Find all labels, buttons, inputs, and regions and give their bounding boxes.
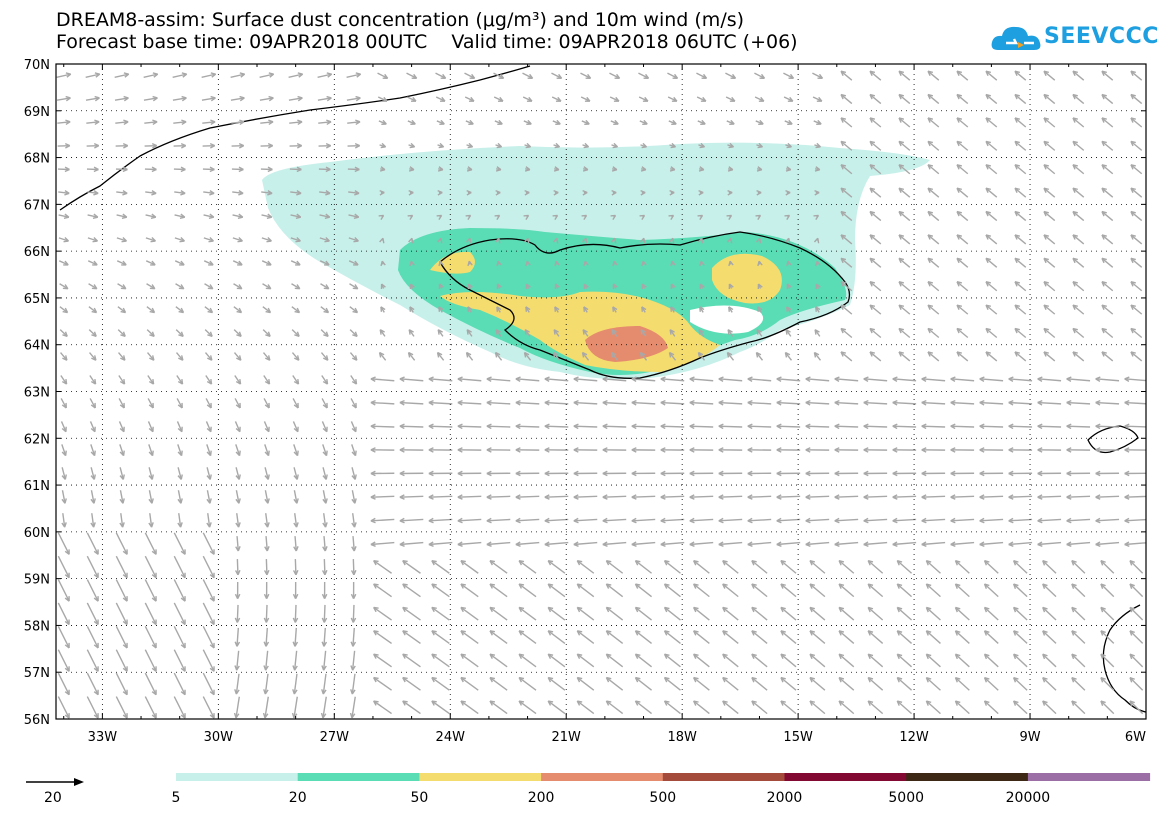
colorbar-label: 2000 [767, 790, 803, 806]
lat-label: 70N [24, 58, 50, 73]
greenland-coastline [59, 65, 531, 211]
colorbar-swatch [784, 773, 907, 781]
colorbar-label: 5 [172, 790, 181, 806]
lat-label: 58N [24, 619, 50, 634]
dust-area-level200 [585, 326, 668, 362]
lat-label: 63N [24, 386, 50, 401]
dust-contour-200 [585, 326, 668, 362]
lat-label: 57N [24, 666, 50, 681]
wind-reference-arrowhead [74, 778, 84, 786]
lon-label: 15W [783, 730, 813, 745]
colorbar-label: 500 [649, 790, 676, 806]
lat-label: 62N [24, 432, 50, 447]
lat-label: 67N [24, 198, 50, 213]
lat-label: 60N [24, 526, 50, 541]
graticule [56, 64, 1146, 719]
iceland-coastline [439, 231, 851, 379]
wind-reference-label: 20 [44, 790, 62, 806]
logo-text: SEEVCCC [1044, 24, 1159, 49]
lon-label: 18W [667, 730, 697, 745]
colorbar-swatch [662, 773, 785, 781]
dust-gap [690, 305, 764, 334]
lat-label: 65N [24, 292, 50, 307]
lat-label: 68N [24, 152, 50, 167]
lon-label: 30W [204, 730, 234, 745]
lon-label: 12W [899, 730, 929, 745]
lat-label: 59N [24, 573, 50, 588]
lon-label: 24W [436, 730, 466, 745]
map-subtitle: Forecast base time: 09APR2018 00UTC Vali… [56, 31, 798, 53]
lat-label: 61N [24, 479, 50, 494]
longitude-labels: 33W 30W 27W 24W 21W 18W 15W 12W 9W 6W [88, 730, 1146, 745]
latitude-labels: 70N 69N 68N 67N 66N 65N 64N 63N 62N 61N 60N 59N 58N 5… [24, 58, 50, 728]
colorbar-swatch [176, 773, 299, 781]
map-title: DREAM8-assim: Surface dust concentration… [56, 9, 745, 31]
axis-ticks [56, 63, 1147, 720]
colorbar-label: 50 [410, 790, 428, 806]
lat-label: 66N [24, 245, 50, 260]
lon-label: 6W [1125, 730, 1146, 745]
colorbar-swatch [1027, 773, 1151, 781]
colorbar-label: 20000 [1006, 790, 1051, 806]
wind-reference: 20 [26, 778, 84, 806]
colorbar-swatch [541, 773, 664, 781]
colorbar-label: 5000 [888, 790, 924, 806]
dust-area-level50-east [712, 253, 782, 304]
lat-label: 56N [24, 713, 50, 728]
colorbar-label: 200 [528, 790, 555, 806]
lon-label: 33W [88, 730, 118, 745]
lat-label: 64N [24, 339, 50, 354]
colorbar [176, 773, 1151, 781]
colorbar-swatch [297, 773, 420, 781]
colorbar-label: 20 [289, 790, 307, 806]
scotland-coastline [1102, 604, 1146, 713]
faroe-coastline [1087, 425, 1139, 454]
lon-label: 27W [320, 730, 350, 745]
colorbar-labels: 5 20 50 200 500 2000 5000 20000 [172, 790, 1051, 806]
lon-label: 21W [552, 730, 582, 745]
cloud-icon [991, 26, 1041, 50]
lat-label: 69N [24, 105, 50, 120]
dust-area-level50-west [430, 251, 475, 274]
colorbar-swatch [906, 773, 1029, 781]
wind-vectors [56, 70, 1146, 719]
colorbar-swatch [419, 773, 542, 781]
lon-label: 9W [1019, 730, 1040, 745]
seevccc-logo: SEEVCCC [990, 18, 1160, 58]
